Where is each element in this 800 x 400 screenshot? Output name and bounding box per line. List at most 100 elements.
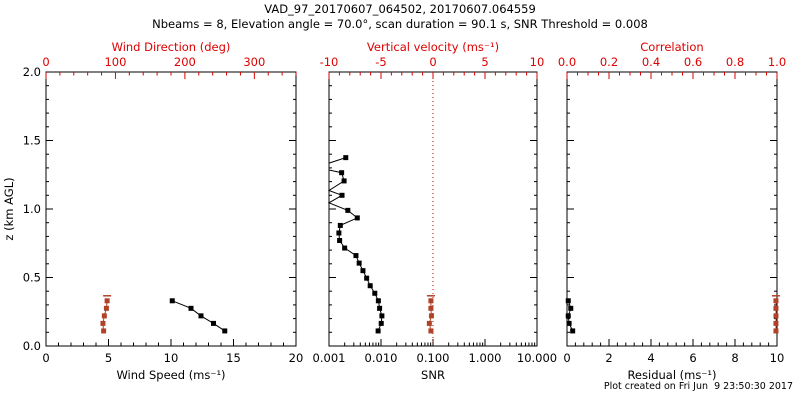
y-tick-label: 0.5 bbox=[23, 271, 41, 285]
snr-profile-point bbox=[364, 275, 370, 281]
bottom-axis-title: SNR bbox=[421, 368, 445, 382]
correlation-point bbox=[773, 328, 779, 334]
y-tick-label: 0.0 bbox=[23, 339, 41, 353]
snr-profile-point bbox=[378, 320, 384, 326]
top-tick-label: 0.4 bbox=[642, 55, 660, 69]
series-residual bbox=[565, 298, 576, 334]
bottom-tick-label: 0 bbox=[563, 351, 570, 365]
vertical-velocity-point bbox=[428, 305, 434, 311]
plot-frame bbox=[45, 71, 297, 347]
bottom-tick-label: 10.000 bbox=[517, 351, 557, 365]
top-axis-ticks bbox=[566, 72, 778, 79]
snr-profile-point bbox=[360, 268, 366, 274]
top-axis-title: Vertical velocity (ms⁻¹) bbox=[367, 40, 499, 54]
snr-profile-point bbox=[339, 192, 345, 198]
bottom-tick-label: 10 bbox=[770, 351, 785, 365]
snr-profile-point bbox=[375, 298, 381, 304]
bottom-tick-label: 8 bbox=[731, 351, 738, 365]
snr-profile-point bbox=[339, 170, 345, 176]
top-tick-label: 300 bbox=[243, 55, 265, 69]
bottom-axis-ticks bbox=[566, 339, 778, 346]
vertical-velocity-point bbox=[426, 320, 432, 326]
bottom-tick-label: 15 bbox=[226, 351, 241, 365]
snr-profile-point bbox=[356, 260, 362, 266]
bottom-axis-ticks bbox=[328, 339, 538, 346]
plot-frame bbox=[566, 71, 778, 347]
panel-residual: 0 2 4 6 8 10 Residual (ms⁻¹) 0.0 0.2 0.4 0.6 0.8 1.0… bbox=[558, 40, 786, 382]
top-tick-label: -5 bbox=[375, 55, 386, 69]
top-tick-label: 100 bbox=[104, 55, 126, 69]
correlation-point bbox=[773, 305, 779, 311]
residual-point bbox=[566, 320, 572, 326]
top-tick-label: 0 bbox=[429, 55, 436, 69]
top-tick-label: 10 bbox=[530, 55, 545, 69]
snr-profile-point bbox=[367, 283, 373, 289]
top-tick-label: 0.8 bbox=[726, 55, 744, 69]
y-axis-title: z (km AGL) bbox=[2, 177, 16, 240]
snr-profile-point bbox=[379, 313, 385, 319]
snr-profile-point bbox=[336, 230, 342, 236]
y-tick-label: 1.0 bbox=[23, 202, 41, 216]
wind-speed-point bbox=[211, 320, 216, 326]
top-axis-ticks bbox=[328, 72, 538, 79]
top-tick-label: 0.0 bbox=[558, 55, 576, 69]
top-tick-label: 5 bbox=[481, 55, 488, 69]
wind-direction-point bbox=[103, 305, 109, 311]
y-axis-ticks bbox=[567, 71, 777, 347]
figure-subtitle: Nbeams = 8, Elevation angle = 70.0°, sca… bbox=[152, 17, 648, 31]
residual-point bbox=[570, 328, 576, 334]
bottom-tick-label: 0.100 bbox=[417, 351, 450, 365]
residual-point bbox=[565, 313, 571, 319]
top-axis-title: Correlation bbox=[640, 40, 703, 54]
wind-speed-point bbox=[222, 328, 228, 334]
snr-profile-point bbox=[345, 207, 351, 213]
residual-point bbox=[565, 298, 571, 304]
top-tick-label: 1.0 bbox=[768, 55, 786, 69]
residual-point bbox=[568, 305, 574, 311]
series-snr-profile bbox=[327, 155, 385, 334]
top-tick-label: 0.6 bbox=[684, 55, 702, 69]
bottom-tick-label: 2 bbox=[605, 351, 612, 365]
snr-profile-point bbox=[375, 328, 381, 334]
series-wind-speed bbox=[169, 298, 228, 334]
bottom-tick-label: 20 bbox=[289, 351, 304, 365]
bottom-tick-label: 0.001 bbox=[313, 351, 346, 365]
top-axis-title: Wind Direction (deg) bbox=[112, 40, 231, 54]
top-tick-label: 0 bbox=[42, 55, 49, 69]
snr-profile-line bbox=[327, 157, 383, 332]
vertical-velocity-point bbox=[428, 328, 434, 334]
panel-wind: 0 5 10 15 20 Wind Speed (ms⁻¹) 0 100 200 300 Wind … bbox=[2, 40, 303, 382]
wind-direction-point bbox=[101, 313, 107, 319]
bottom-axis-title: Residual (ms⁻¹) bbox=[627, 368, 716, 382]
y-axis-ticks bbox=[329, 71, 537, 347]
bottom-axis-ticks bbox=[45, 339, 297, 346]
correlation-point bbox=[773, 313, 779, 319]
top-axis-ticks bbox=[45, 72, 297, 79]
bottom-axis-title: Wind Speed (ms⁻¹) bbox=[116, 368, 225, 382]
wind-direction-point bbox=[104, 298, 110, 304]
panel-snr: 0.001 0.010 0.100 1.000 10.000 SNR -10 -5 0 5 10 Ve… bbox=[313, 40, 558, 382]
wind-direction-point bbox=[100, 320, 106, 326]
snr-profile-point bbox=[354, 215, 360, 221]
y-tick-label: 2.0 bbox=[23, 65, 41, 79]
y-tick-label: 1.5 bbox=[23, 134, 41, 148]
series-correlation bbox=[771, 295, 780, 334]
snr-profile-point bbox=[341, 178, 347, 184]
wind-direction-point bbox=[101, 328, 107, 334]
snr-profile-point bbox=[372, 290, 378, 296]
vertical-velocity-point bbox=[428, 313, 434, 319]
figure-title: VAD_97_20170607_064502, 20170607.064559 bbox=[264, 2, 536, 16]
wind-speed-point bbox=[188, 305, 194, 311]
snr-profile-point bbox=[337, 238, 343, 244]
series-vertical-velocity bbox=[426, 295, 435, 334]
bottom-tick-label: 0 bbox=[42, 351, 49, 365]
snr-profile-point bbox=[353, 253, 359, 259]
y-axis-ticks bbox=[46, 71, 296, 347]
bottom-tick-label: 4 bbox=[647, 351, 654, 365]
bottom-tick-label: 6 bbox=[689, 351, 696, 365]
wind-speed-point bbox=[198, 313, 204, 319]
bottom-tick-label: 1.000 bbox=[469, 351, 502, 365]
top-tick-label: 0.2 bbox=[600, 55, 618, 69]
